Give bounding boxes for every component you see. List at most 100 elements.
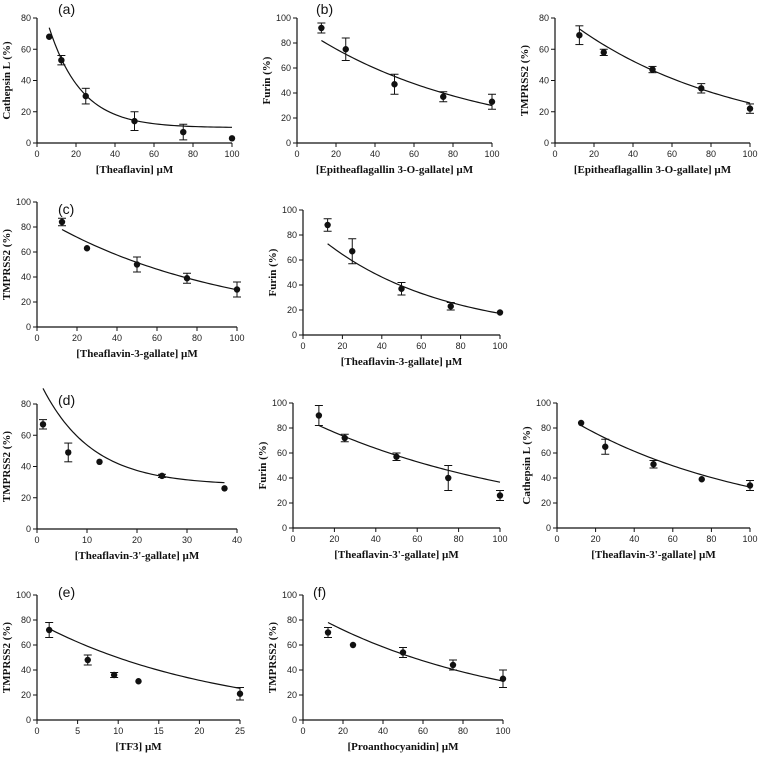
y-tick-label: 40	[277, 473, 287, 483]
data-point	[576, 31, 583, 39]
data-point	[83, 245, 91, 252]
chart-panel-d2: 0 20 40 60 80 100 0 20 40 60 80 100 [Theaflavin-3'-g…	[257, 398, 508, 561]
x-tick-label: 40	[232, 535, 242, 545]
x-tick-label: 80	[458, 726, 468, 736]
x-tick-label: 60	[152, 333, 162, 343]
y-tick-label: 100	[282, 205, 297, 215]
data-point	[180, 128, 187, 136]
y-tick-label: 80	[541, 423, 551, 433]
x-tick-label: 100	[484, 149, 499, 159]
x-tick-label: 40	[377, 341, 387, 351]
y-axis-title: TMPRSS2 (%)	[1, 229, 13, 301]
chart-panel-c2: 0 20 40 60 80 100 0 20 40 60 80 100 [Theaflavin-3-ga…	[267, 205, 508, 368]
y-tick-label: 60	[287, 640, 297, 650]
y-tick-label: 60	[287, 255, 297, 265]
y-tick-label: 80	[287, 615, 297, 625]
chart-panel-d1: 0 20 40 60 80 0 10 20 30 40 [Theaflavin-3'-gallate…	[1, 388, 242, 562]
x-tick-label: 20	[331, 149, 341, 159]
y-tick-label: 40	[541, 473, 551, 483]
data-point	[602, 443, 609, 450]
data-point	[393, 453, 400, 460]
y-tick-label: 100	[272, 398, 287, 408]
y-tick-label: 0	[546, 523, 551, 533]
data-point	[84, 656, 91, 664]
data-point	[746, 482, 754, 489]
data-point	[221, 485, 228, 492]
x-tick-label: 40	[112, 333, 122, 343]
data-point	[600, 49, 607, 56]
x-tick-label: 80	[192, 333, 202, 343]
x-tick-label: 0	[34, 726, 39, 736]
x-axis-title: [Theaflavin] µM	[96, 164, 174, 176]
chart-panel-a1: 0 20 40 60 80 0 20 40 60 80 100 [Theaflavin] µM Cath…	[1, 1, 240, 176]
y-tick-label: 40	[21, 76, 31, 86]
x-tick-label: 0	[34, 535, 39, 545]
y-tick-label: 0	[292, 715, 297, 725]
y-tick-label: 40	[21, 665, 31, 675]
y-tick-label: 60	[21, 44, 31, 54]
data-point	[45, 33, 53, 40]
panel-letter: (d)	[58, 392, 75, 408]
data-point	[447, 303, 454, 310]
fit-curve	[48, 27, 233, 128]
fit-curve	[42, 388, 225, 484]
x-tick-label: 80	[448, 149, 458, 159]
chart-panel-e1: 0 20 40 60 80 100 0 5 10 15 20 25 [TF3] µM TMPRSS2 (%…	[1, 584, 245, 753]
y-axis-title: TMPRSS2 (%)	[1, 431, 13, 503]
y-tick-label: 60	[281, 63, 291, 73]
x-tick-label: 40	[628, 149, 638, 159]
x-tick-label: 25	[235, 726, 245, 736]
fit-curve	[327, 243, 501, 315]
y-tick-label: 60	[277, 448, 287, 458]
data-point	[349, 248, 356, 255]
data-point	[488, 98, 496, 105]
x-tick-label: 20	[591, 534, 601, 544]
x-tick-label: 40	[110, 149, 120, 159]
y-tick-label: 0	[286, 138, 291, 148]
x-tick-label: 0	[300, 726, 305, 736]
y-tick-label: 20	[21, 493, 31, 503]
x-axis-title: [Epitheaflagallin 3-O-gallate] µM	[316, 164, 474, 176]
data-point	[698, 85, 705, 92]
x-tick-label: 60	[668, 534, 678, 544]
y-tick-label: 40	[21, 462, 31, 472]
y-tick-label: 40	[281, 88, 291, 98]
y-tick-label: 0	[26, 715, 31, 725]
fit-curve	[318, 424, 501, 483]
x-tick-label: 60	[416, 341, 426, 351]
y-tick-label: 20	[277, 498, 287, 508]
x-tick-label: 5	[75, 726, 80, 736]
fit-curve	[48, 628, 241, 689]
y-tick-label: 100	[16, 197, 31, 207]
data-point	[65, 449, 72, 456]
y-tick-label: 0	[26, 524, 31, 534]
data-point	[650, 461, 657, 468]
x-tick-label: 30	[182, 535, 192, 545]
y-tick-label: 80	[281, 38, 291, 48]
x-axis-title: [Theaflavin-3-gallate] µM	[341, 356, 463, 368]
y-tick-label: 20	[21, 690, 31, 700]
y-tick-label: 40	[287, 665, 297, 675]
y-tick-label: 80	[539, 13, 549, 23]
y-tick-label: 80	[21, 13, 31, 23]
x-tick-label: 10	[113, 726, 123, 736]
y-tick-label: 20	[281, 113, 291, 123]
y-axis-title: TMPRSS2 (%)	[267, 622, 279, 694]
x-tick-label: 20	[132, 535, 142, 545]
data-point	[228, 135, 236, 142]
y-tick-label: 80	[21, 615, 31, 625]
x-tick-label: 20	[71, 149, 81, 159]
x-tick-label: 60	[149, 149, 159, 159]
x-tick-label: 80	[456, 341, 466, 351]
x-tick-label: 80	[706, 149, 716, 159]
data-point	[324, 221, 331, 229]
y-tick-label: 100	[536, 398, 551, 408]
panel-letter: (e)	[58, 584, 75, 600]
data-point	[445, 474, 452, 482]
x-tick-label: 40	[371, 534, 381, 544]
y-axis-title: Furin (%)	[261, 56, 273, 104]
x-tick-label: 60	[667, 149, 677, 159]
x-axis-title: [Theaflavin-3'-gallate] µM	[334, 549, 459, 561]
x-tick-label: 20	[337, 341, 347, 351]
y-axis-title: Cathepsin L (%)	[1, 41, 13, 120]
